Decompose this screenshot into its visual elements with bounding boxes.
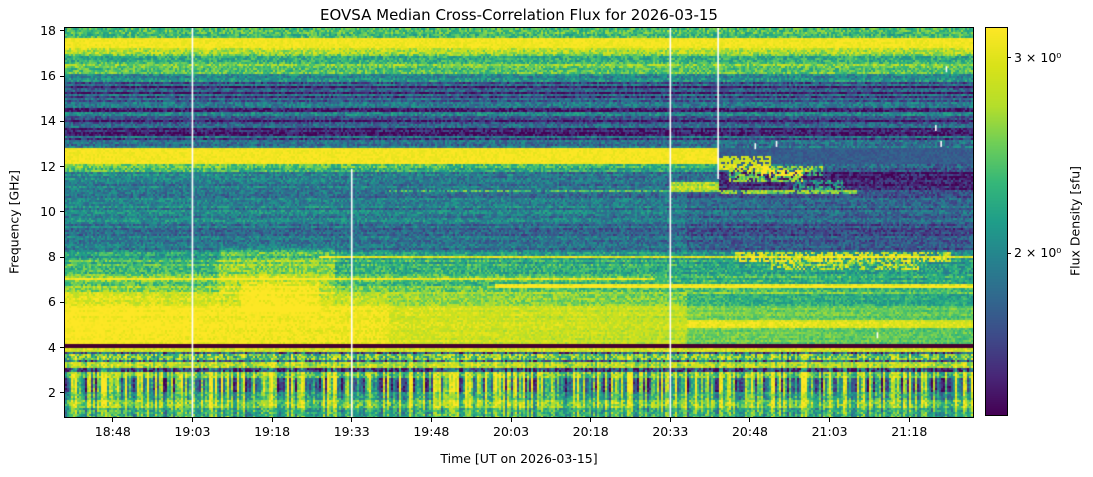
y-tick-label: 4 xyxy=(48,339,56,355)
colorbar-tick-label: 3 × 10⁰ xyxy=(1014,49,1062,65)
colorbar-label: Flux Density [sfu] xyxy=(1067,165,1083,277)
x-tick-label: 19:18 xyxy=(254,424,291,439)
y-tick-label: 12 xyxy=(40,158,56,174)
x-axis-label: Time [UT on 2026-03-15] xyxy=(440,451,598,466)
y-tick-label: 16 xyxy=(40,68,56,83)
x-tick xyxy=(351,418,353,422)
y-tick-label: 6 xyxy=(48,294,56,310)
x-tick-label: 19:03 xyxy=(174,424,211,439)
spectrogram-canvas xyxy=(65,28,973,417)
y-tick-label: 18 xyxy=(40,22,56,38)
x-tick xyxy=(908,418,910,422)
y-tick-label: 8 xyxy=(48,249,56,265)
colorbar xyxy=(985,27,1008,416)
x-tick-label: 21:03 xyxy=(811,424,848,439)
x-tick-label: 18:48 xyxy=(94,424,131,439)
y-axis-label: Frequency [GHz] xyxy=(6,170,22,274)
x-tick-label: 19:48 xyxy=(413,424,450,439)
x-tick xyxy=(510,418,512,422)
x-tick xyxy=(271,418,273,422)
x-tick xyxy=(112,418,114,422)
x-tick-label: 19:33 xyxy=(333,424,370,439)
x-tick-label: 21:18 xyxy=(891,424,928,439)
x-tick-label: 20:03 xyxy=(493,424,530,439)
x-tick-label: 20:48 xyxy=(731,424,768,439)
y-tick-label: 2 xyxy=(48,384,56,400)
x-tick-label: 20:18 xyxy=(572,424,609,439)
x-tick xyxy=(749,418,751,422)
colorbar-canvas xyxy=(986,28,1007,415)
y-tick-label: 14 xyxy=(40,113,56,129)
x-tick xyxy=(191,418,193,422)
y-tick-label: 10 xyxy=(40,203,56,219)
spectrogram-plot xyxy=(64,27,974,418)
x-tick xyxy=(590,418,592,422)
x-tick xyxy=(669,418,671,422)
x-tick-label: 20:33 xyxy=(652,424,689,439)
x-tick xyxy=(430,418,432,422)
x-tick xyxy=(829,418,831,422)
chart-title: EOVSA Median Cross-Correlation Flux for … xyxy=(320,6,718,24)
